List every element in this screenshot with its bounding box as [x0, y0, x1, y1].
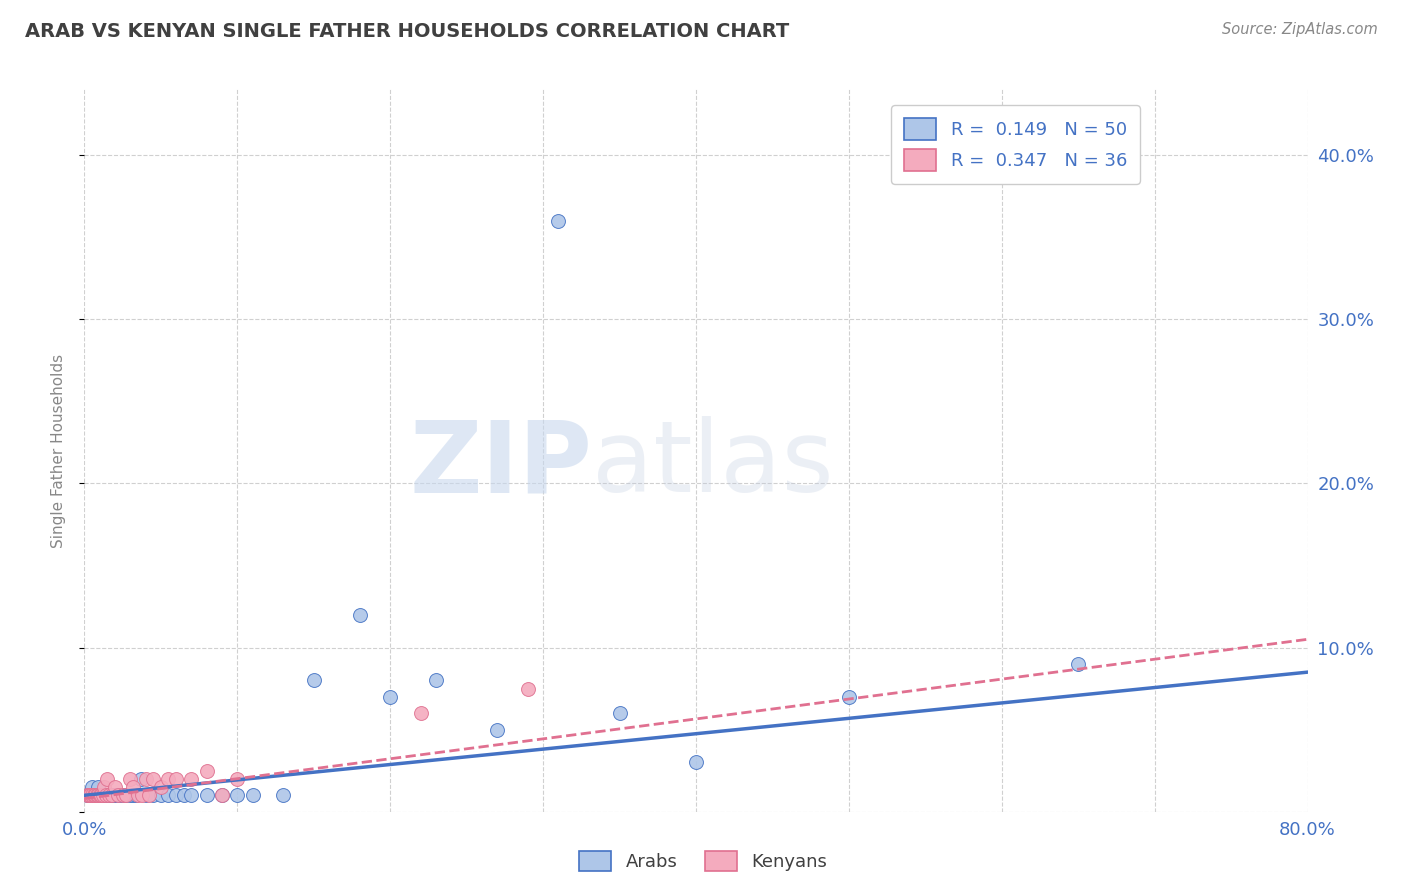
Point	[111, 789, 134, 803]
Point	[195, 764, 218, 778]
Point	[90, 789, 112, 803]
Point	[104, 789, 127, 803]
Point	[93, 780, 115, 794]
Point	[425, 673, 447, 688]
Text: Source: ZipAtlas.com: Source: ZipAtlas.com	[1222, 22, 1378, 37]
Point	[93, 789, 115, 803]
Point	[89, 789, 111, 803]
Point	[409, 706, 432, 721]
Point	[79, 789, 101, 803]
Y-axis label: Single Father Households: Single Father Households	[51, 353, 66, 548]
Point	[76, 789, 98, 803]
Point	[271, 789, 294, 803]
Point	[107, 789, 129, 803]
Point	[96, 772, 118, 786]
Point	[77, 789, 100, 803]
Point	[486, 723, 509, 737]
Point	[165, 772, 187, 786]
Point	[1067, 657, 1090, 671]
Point	[89, 789, 111, 803]
Point	[90, 789, 112, 803]
Point	[226, 772, 249, 786]
Point	[87, 789, 110, 803]
Point	[103, 789, 125, 803]
Point	[114, 789, 136, 803]
Point	[149, 780, 172, 794]
Point	[685, 756, 707, 770]
Point	[180, 789, 202, 803]
Point	[838, 690, 860, 704]
Point	[91, 789, 114, 803]
Point	[114, 789, 136, 803]
Point	[97, 789, 120, 803]
Point	[120, 789, 142, 803]
Point	[149, 789, 172, 803]
Point	[122, 780, 145, 794]
Point	[211, 789, 233, 803]
Point	[142, 772, 165, 786]
Point	[211, 789, 233, 803]
Point	[98, 789, 121, 803]
Point	[125, 789, 148, 803]
Point	[180, 772, 202, 786]
Point	[242, 789, 264, 803]
Point	[226, 789, 249, 803]
Point	[84, 789, 107, 803]
Point	[77, 789, 100, 803]
Point	[111, 789, 134, 803]
Point	[135, 789, 157, 803]
Point	[107, 789, 129, 803]
Point	[83, 789, 105, 803]
Point	[195, 789, 218, 803]
Point	[157, 772, 180, 786]
Point	[135, 772, 157, 786]
Legend: Arabs, Kenyans: Arabs, Kenyans	[571, 844, 835, 879]
Point	[380, 690, 402, 704]
Point	[79, 789, 101, 803]
Point	[127, 789, 149, 803]
Point	[80, 780, 103, 794]
Point	[609, 706, 631, 721]
Text: ARAB VS KENYAN SINGLE FATHER HOUSEHOLDS CORRELATION CHART: ARAB VS KENYAN SINGLE FATHER HOUSEHOLDS …	[25, 22, 790, 41]
Point	[173, 789, 195, 803]
Point	[120, 772, 142, 786]
Point	[349, 607, 371, 622]
Point	[76, 789, 98, 803]
Point	[91, 789, 114, 803]
Point	[87, 780, 110, 794]
Point	[122, 789, 145, 803]
Point	[547, 213, 569, 227]
Point	[83, 789, 105, 803]
Point	[80, 789, 103, 803]
Text: atlas: atlas	[592, 417, 834, 514]
Point	[516, 681, 538, 696]
Point	[86, 789, 108, 803]
Point	[157, 789, 180, 803]
Point	[302, 673, 325, 688]
Point	[94, 789, 117, 803]
Legend: R =  0.149   N = 50, R =  0.347   N = 36: R = 0.149 N = 50, R = 0.347 N = 36	[891, 105, 1139, 184]
Point	[142, 789, 165, 803]
Point	[138, 789, 160, 803]
Point	[131, 789, 153, 803]
Point	[84, 789, 107, 803]
Point	[80, 789, 103, 803]
Point	[97, 789, 120, 803]
Point	[96, 789, 118, 803]
Point	[104, 780, 127, 794]
Text: ZIP: ZIP	[409, 417, 592, 514]
Point	[101, 789, 124, 803]
Point	[101, 789, 124, 803]
Point	[86, 789, 108, 803]
Point	[165, 789, 187, 803]
Point	[129, 772, 152, 786]
Point	[94, 789, 117, 803]
Point	[110, 789, 132, 803]
